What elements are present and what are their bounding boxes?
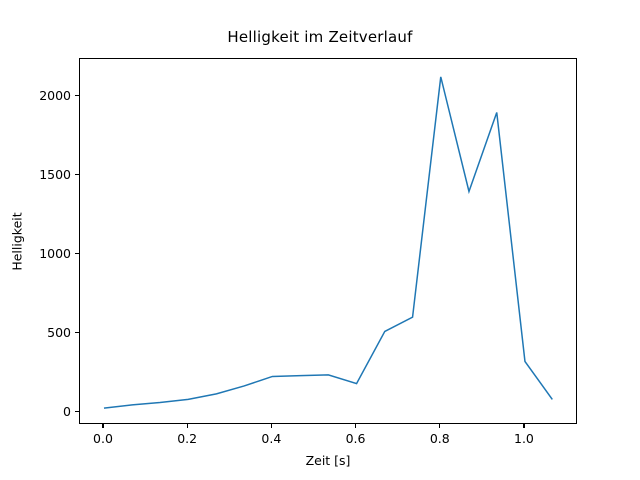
y-axis-tick-label: 500 — [47, 324, 71, 340]
x-axis-tick-mark — [439, 424, 441, 428]
y-axis-tick-label: 1500 — [39, 166, 71, 182]
x-axis-tick-label: 0.2 — [177, 431, 198, 446]
x-axis-tick-mark — [102, 424, 104, 428]
y-axis-label: Helligkeit — [9, 58, 25, 424]
x-axis-tick-label: 0.4 — [261, 431, 282, 446]
x-axis-tick-label: 0.6 — [345, 431, 366, 446]
y-axis-tick-label: 0 — [63, 403, 71, 419]
y-axis-tick-label: 1000 — [39, 245, 71, 261]
x-axis-tick-label: 1.0 — [514, 431, 534, 446]
chart-title: Helligkeit im Zeitverlauf — [227, 28, 413, 46]
y-axis-tick-mark — [75, 174, 79, 176]
x-axis-label: Zeit [s] — [305, 453, 351, 468]
x-axis-tick-label: 0.0 — [93, 431, 113, 446]
y-axis-tick-mark — [75, 411, 79, 413]
line-chart-svg — [103, 76, 553, 409]
y-axis-tick-mark — [75, 95, 79, 97]
y-axis-tick-mark — [75, 253, 79, 255]
data-series-line — [103, 76, 553, 409]
x-axis-tick-mark — [523, 424, 525, 428]
x-axis-tick-mark — [270, 424, 272, 428]
x-axis-tick-mark — [355, 424, 357, 428]
x-axis-tick-mark — [186, 424, 188, 428]
x-axis-tick-label: 0.8 — [429, 431, 450, 446]
plot-area — [79, 58, 577, 424]
y-axis-tick-mark — [75, 332, 79, 334]
y-axis-label-text: Helligkeit — [9, 211, 25, 271]
y-axis-tick-label: 2000 — [39, 87, 71, 103]
